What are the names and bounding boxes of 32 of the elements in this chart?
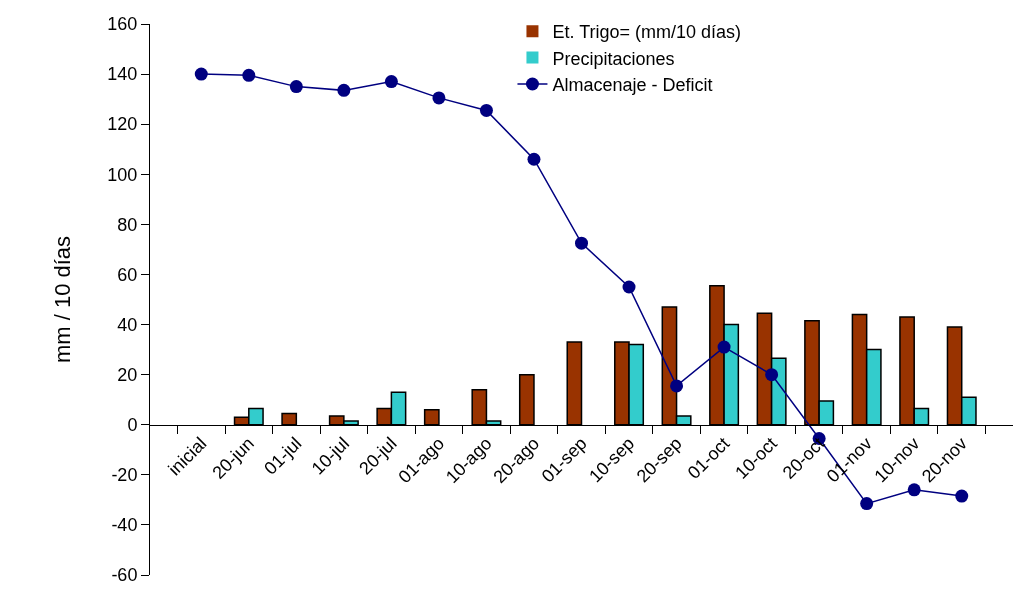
legend-label: Et. Trigo= (mm/10 días) [552, 22, 742, 43]
y-tick-label: 20 [117, 364, 138, 385]
y-axis-title: mm / 10 días [50, 235, 76, 364]
point [575, 236, 588, 250]
point [717, 340, 731, 354]
y-tick-label: 120 [107, 114, 138, 135]
point [860, 497, 874, 511]
point [907, 483, 921, 497]
point [242, 68, 256, 82]
y-tick-label: -20 [111, 465, 138, 486]
point [384, 75, 398, 89]
y-tick-label: 160 [107, 14, 138, 35]
y-tick-label: 80 [117, 214, 138, 235]
point [289, 80, 303, 94]
point [337, 83, 351, 97]
point [765, 368, 779, 382]
point [479, 103, 493, 117]
y-tick-label: 0 [127, 415, 138, 436]
legend-label: Almacenaje - Deficit [552, 75, 713, 95]
y-tick-label: 40 [117, 314, 138, 335]
point [432, 91, 446, 105]
y-tick-label: 60 [117, 264, 138, 285]
y-tick-label: 140 [107, 64, 138, 85]
point [955, 489, 969, 503]
point [527, 152, 541, 166]
legend-label: Precipitaciones [552, 48, 675, 69]
y-tick-label: -60 [111, 565, 138, 586]
point [622, 280, 636, 294]
point [194, 67, 208, 81]
y-tick-label: 100 [107, 164, 138, 185]
point [670, 379, 684, 393]
y-tick-label: -40 [111, 515, 138, 536]
